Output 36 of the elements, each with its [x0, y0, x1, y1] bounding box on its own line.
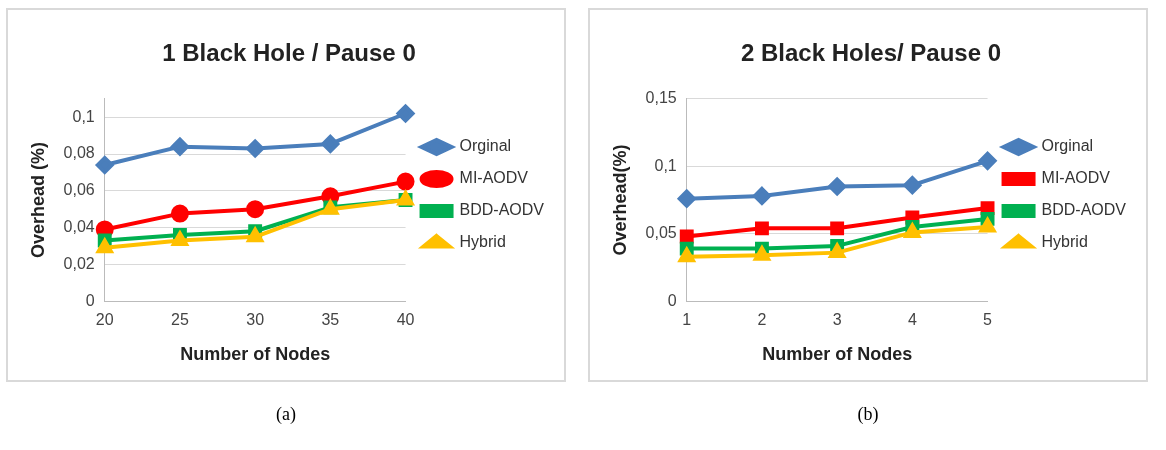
y-tick-label: 0,05 — [645, 224, 677, 242]
chart-title: 1 Black Hole / Pause 0 — [162, 39, 416, 67]
legend-label: MI-AODV — [1041, 169, 1111, 187]
x-tick-label: 2 — [757, 311, 767, 329]
text: (a) — [275, 404, 297, 425]
legend-label: Hybrid — [459, 233, 506, 251]
y-tick-label: 0,04 — [63, 218, 95, 236]
x-tick-label: 4 — [907, 311, 917, 329]
x-tick-label: 5 — [983, 311, 993, 329]
legend-label: MI-AODV — [459, 169, 529, 187]
y-tick-label: 0,15 — [645, 89, 677, 107]
x-tick-label: 1 — [682, 311, 692, 329]
x-tick-label: 40 — [396, 311, 415, 329]
chart-title: 2 Black Holes/ Pause 0 — [740, 39, 1002, 67]
y-tick-label: 0,06 — [63, 181, 95, 199]
text: (b) — [856, 404, 880, 425]
y-tick-label: 0,1 — [72, 107, 95, 125]
x-tick-label: 25 — [171, 311, 189, 329]
y-axis-title: Overhead (%) — [27, 141, 48, 259]
x-axis-title: Number of Nodes — [762, 344, 913, 365]
y-tick-label: 0 — [667, 291, 677, 309]
x-tick-label: 3 — [832, 311, 842, 329]
y-tick-label: 0,08 — [63, 144, 95, 162]
legend-label: Orginal — [1041, 137, 1094, 155]
y-tick-label: 0,02 — [63, 254, 95, 272]
legend-label: Hybrid — [1041, 233, 1088, 251]
y-tick-label: 0 — [85, 291, 95, 309]
y-tick-label: 0,1 — [654, 156, 677, 174]
legend-label: BDD-AODV — [1041, 201, 1127, 219]
x-tick-label: 30 — [246, 311, 265, 329]
legend-label: Orginal — [459, 137, 512, 155]
x-tick-label: 35 — [321, 311, 340, 329]
legend-label: BDD-AODV — [459, 201, 545, 219]
x-axis-title: Number of Nodes — [180, 344, 331, 365]
y-axis-title: Overhead(%) — [609, 144, 630, 256]
x-tick-label: 20 — [95, 311, 114, 329]
